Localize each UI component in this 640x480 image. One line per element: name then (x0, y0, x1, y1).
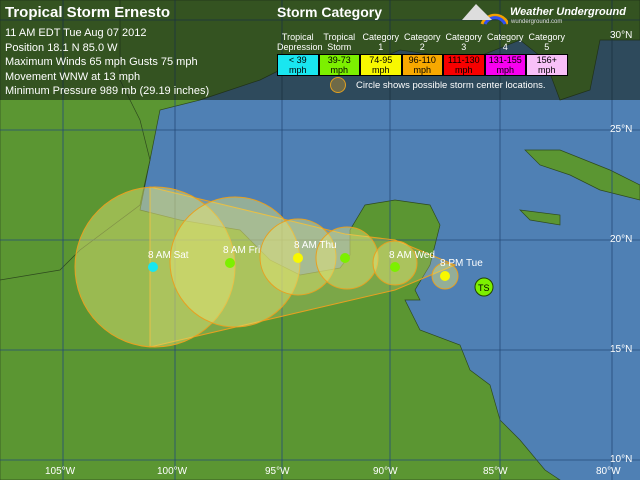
category-range: < 39 (288, 55, 307, 65)
lat-10: 10°N (610, 454, 633, 465)
info-movement: Movement WNW at 13 mph (5, 70, 141, 83)
lon-90: 90°W (373, 466, 398, 477)
category-swatch: 111-130 mph (443, 54, 485, 76)
category-label-2: 5 (544, 42, 550, 52)
category-3: Category 2 96-110 mph (401, 32, 443, 76)
forecast-point-hurricane-icon (225, 258, 235, 268)
circle-swatch-icon (330, 77, 346, 93)
lat-25: 25°N (610, 124, 633, 135)
lon-85: 85°W (483, 466, 508, 477)
info-position: Position 18.1 N 85.0 W (5, 41, 118, 54)
category-label-2: 2 (419, 42, 425, 52)
category-label: Category (486, 32, 524, 42)
info-winds: Maximum Winds 65 mph Gusts 75 mph (5, 56, 198, 68)
forecast-point-hurricane-icon (340, 253, 350, 263)
category-range: 156+ (536, 55, 557, 65)
label-tue: 8 PM Tue (440, 258, 483, 269)
category-5: Category 4 131-155 mph (484, 32, 526, 76)
storm-info: 11 AM EDT Tue Aug 07 2012 Position 18.1 … (5, 26, 209, 99)
category-range: 111-130 (447, 55, 480, 65)
category-range: 74-95 (369, 55, 393, 65)
lat-20: 20°N (610, 234, 633, 245)
brand-logo: Weather Underground wunderground.com (458, 2, 626, 26)
storm-title: Tropical Storm Ernesto (5, 4, 171, 21)
category-0: Tropical Depression < 39 mph (277, 32, 323, 76)
category-range: 39-73 (327, 55, 351, 65)
category-unit: mph (413, 65, 431, 75)
category-label: Category (445, 32, 483, 42)
category-label: Category (362, 32, 400, 42)
category-swatch: 131-155 mph (484, 54, 526, 76)
category-1: Tropical Storm 39-73 mph (318, 32, 360, 76)
category-6: Category 5 156+ mph (526, 32, 568, 76)
info-pressure: Minimum Pressure 989 mb (29.19 inches) (5, 85, 210, 97)
info-time: 11 AM EDT Tue Aug 07 2012 (5, 27, 147, 39)
cloud-rainbow-icon (462, 4, 510, 25)
category-range: 131-155 (488, 55, 522, 65)
circle-legend: Circle shows possible storm center locat… (330, 77, 546, 93)
lon-95: 95°W (265, 466, 290, 477)
category-swatch: 156+ mph (526, 54, 568, 76)
lat-15: 15°N (610, 344, 633, 355)
category-unit: mph (496, 65, 514, 75)
category-range: 96-110 (408, 55, 436, 65)
forecast-point-hurricane-icon (390, 262, 400, 272)
category-label: Category (528, 32, 566, 42)
label-wed: 8 AM Wed (389, 250, 435, 261)
category-label-2: 3 (461, 42, 467, 52)
brand-name: Weather Underground (510, 6, 626, 18)
category-label: Tropical (323, 32, 356, 42)
category-label-2: 1 (378, 42, 384, 52)
category-unit: mph (330, 65, 348, 75)
lon-80: 80°W (596, 466, 621, 477)
category-swatch: 39-73 mph (318, 54, 360, 76)
lon-105: 105°W (45, 466, 76, 477)
category-label-2: 4 (502, 42, 508, 52)
category-label-2: Storm (327, 42, 352, 52)
category-swatch: < 39 mph (277, 54, 319, 76)
forecast-point-hurricane-icon (293, 253, 303, 263)
category-legend: Tropical Depression < 39 mph Tropical Storm 39… (277, 32, 568, 76)
header-panel (0, 0, 640, 100)
current-badge: TS (478, 283, 490, 293)
category-label: Tropical (281, 32, 314, 42)
label-sat: 8 AM Sat (148, 250, 189, 261)
category-unit: mph (288, 65, 307, 75)
circle-note: Circle shows possible storm center locat… (356, 79, 546, 91)
label-thu: 8 AM Thu (294, 240, 337, 251)
lat-30: 30°N (610, 30, 633, 41)
category-unit: mph (537, 65, 556, 75)
category-swatch: 96-110 mph (401, 54, 443, 76)
current-position-icon (474, 277, 494, 297)
category-unit: mph (371, 65, 390, 75)
category-label: Category (403, 32, 441, 42)
category-swatch: 74-95 mph (360, 54, 402, 76)
brand-url: wunderground.com (511, 19, 563, 25)
legend-title: Storm Category (277, 4, 383, 20)
forecast-point-hurricane-icon (440, 271, 450, 281)
category-4: Category 3 111-130 mph (443, 32, 485, 76)
lon-100: 100°W (157, 466, 188, 477)
category-unit: mph (454, 65, 473, 75)
label-fri: 8 AM Fri (223, 245, 261, 256)
forecast-point-hurricane-icon (148, 262, 158, 272)
category-label-2: Depression (277, 42, 323, 52)
category-2: Category 1 74-95 mph (360, 32, 402, 76)
